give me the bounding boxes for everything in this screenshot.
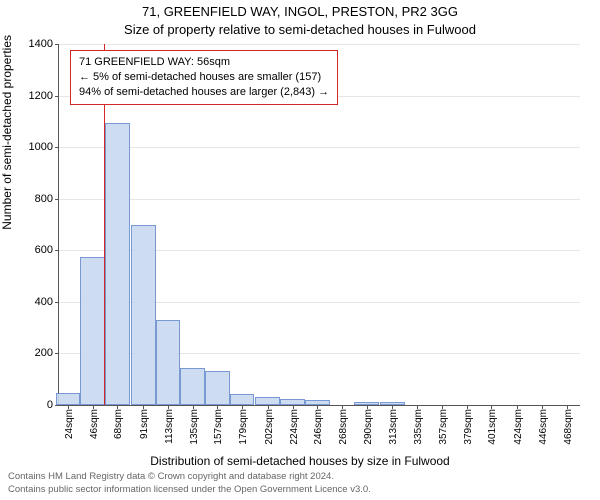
y-tick-label: 400 — [35, 296, 53, 308]
y-tick-label: 600 — [35, 244, 53, 256]
x-tick-label: 68sqm — [113, 409, 124, 439]
y-tick-mark — [55, 250, 59, 251]
x-tick-label: 446sqm — [538, 409, 549, 445]
histogram-bar — [131, 225, 156, 406]
histogram-bar — [56, 393, 81, 405]
x-tick-label: 224sqm — [289, 409, 300, 445]
y-tick-mark — [55, 199, 59, 200]
x-tick-label: 379sqm — [463, 409, 474, 445]
histogram-bar — [230, 394, 255, 405]
histogram-bar — [156, 320, 181, 405]
x-tick-label: 202sqm — [264, 409, 275, 445]
y-tick-mark — [55, 353, 59, 354]
histogram-bar — [180, 368, 205, 405]
footer-line3: Contains public sector information licen… — [8, 484, 371, 496]
histogram-bar — [105, 123, 130, 405]
histogram-bar — [255, 397, 280, 405]
x-tick-label: 401sqm — [487, 409, 498, 445]
y-tick-mark — [55, 147, 59, 148]
x-tick-label: 24sqm — [64, 409, 75, 439]
x-tick-label: 135sqm — [189, 409, 200, 445]
annotation-box: 71 GREENFIELD WAY: 56sqm ← 5% of semi-de… — [70, 50, 338, 105]
gridline — [59, 199, 580, 200]
x-tick-label: 91sqm — [139, 409, 150, 439]
chart-title-line1: 71, GREENFIELD WAY, INGOL, PRESTON, PR2 … — [0, 4, 600, 19]
chart-title-line2: Size of property relative to semi-detach… — [0, 22, 600, 37]
y-tick-label: 1400 — [29, 38, 53, 50]
y-tick-mark — [55, 302, 59, 303]
annotation-line2: ← 5% of semi-detached houses are smaller… — [79, 70, 329, 85]
x-tick-label: 46sqm — [89, 409, 100, 439]
y-tick-label: 1200 — [29, 90, 53, 102]
y-tick-label: 200 — [35, 347, 53, 359]
x-tick-label: 335sqm — [413, 409, 424, 445]
y-tick-label: 1000 — [29, 141, 53, 153]
gridline — [59, 44, 580, 45]
x-tick-label: 468sqm — [563, 409, 574, 445]
x-tick-label: 113sqm — [164, 409, 175, 444]
x-tick-label: 157sqm — [213, 409, 224, 445]
histogram-chart: 71, GREENFIELD WAY, INGOL, PRESTON, PR2 … — [0, 0, 600, 500]
annotation-line1: 71 GREENFIELD WAY: 56sqm — [79, 55, 329, 70]
histogram-bar — [80, 257, 105, 405]
y-tick-mark — [55, 405, 59, 406]
x-tick-label: 313sqm — [388, 409, 399, 445]
x-tick-label: 424sqm — [513, 409, 524, 445]
y-tick-label: 800 — [35, 193, 53, 205]
x-tick-label: 290sqm — [363, 409, 374, 445]
x-axis-label: Distribution of semi-detached houses by … — [0, 454, 600, 468]
y-tick-mark — [55, 44, 59, 45]
y-tick-label: 0 — [47, 399, 53, 411]
gridline — [59, 147, 580, 148]
y-axis-label: Number of semi-detached properties — [0, 35, 14, 230]
x-tick-label: 268sqm — [338, 409, 349, 445]
x-tick-label: 357sqm — [438, 409, 449, 445]
x-tick-label: 246sqm — [313, 409, 324, 445]
y-tick-mark — [55, 96, 59, 97]
histogram-bar — [205, 371, 230, 405]
footer-attribution: Contains HM Land Registry data © Crown c… — [8, 471, 371, 496]
annotation-line3: 94% of semi-detached houses are larger (… — [79, 85, 329, 100]
x-tick-label: 179sqm — [238, 409, 249, 445]
footer-line1: Contains HM Land Registry data © Crown c… — [8, 471, 371, 483]
